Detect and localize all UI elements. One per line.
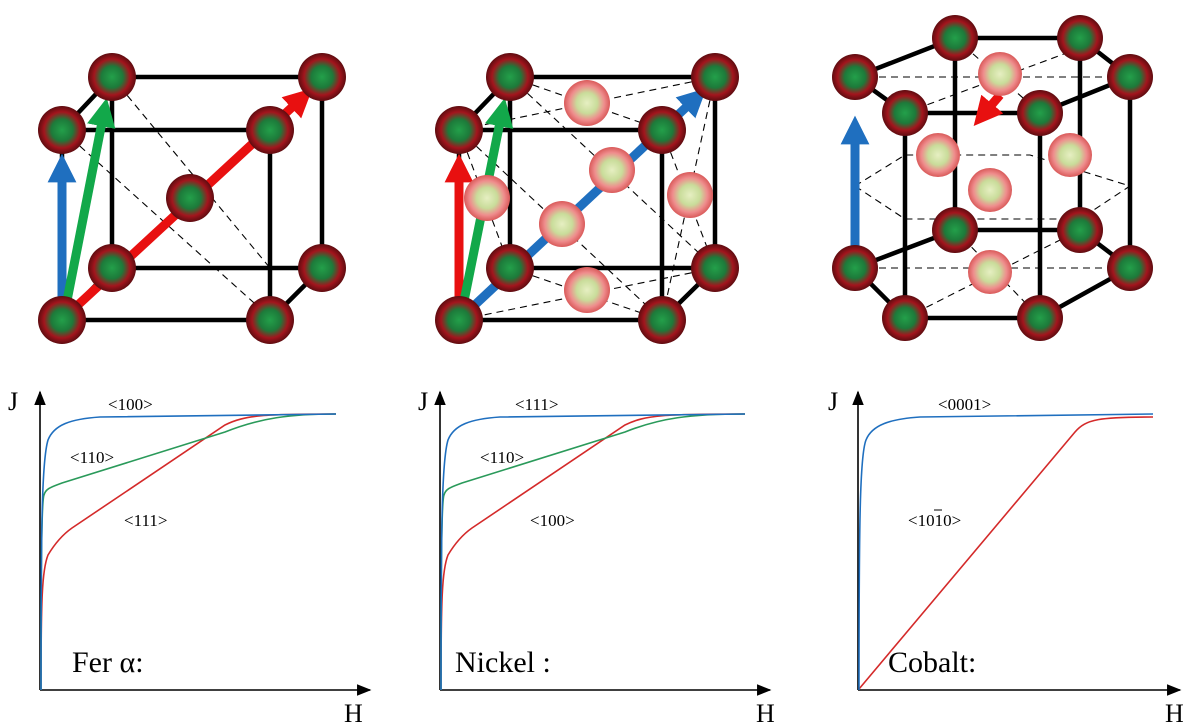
x-axis-label: H (756, 699, 775, 727)
atom (832, 245, 878, 291)
atom (298, 244, 346, 292)
atom (38, 296, 86, 344)
atom (298, 53, 346, 101)
atom-face-center (464, 175, 510, 221)
atom-interior (968, 250, 1012, 294)
curve-label-111: <111> (124, 511, 167, 530)
y-axis-label: J (828, 387, 838, 416)
atom (882, 90, 928, 136)
atom (832, 54, 878, 100)
red-arrow-1010 (973, 92, 1004, 126)
atom-interior (968, 168, 1012, 212)
atom (166, 174, 214, 222)
atom (638, 106, 686, 154)
atom (435, 296, 483, 344)
y-axis-label: J (8, 387, 18, 416)
curve-label-0001: <0001> (938, 395, 991, 414)
x-axis-label: H (1165, 699, 1184, 727)
panel-title: Fer α: (72, 646, 144, 679)
atom (1017, 295, 1063, 341)
atom-face-center (539, 201, 585, 247)
atom (88, 53, 136, 101)
atom (88, 244, 136, 292)
atom (1107, 245, 1153, 291)
curve-label-111: <111> (515, 395, 558, 414)
fcc-crystal (435, 53, 739, 344)
hcp-crystal (832, 15, 1153, 341)
plot-nickel: J H <111> <110> <100> Nickel : (418, 387, 775, 727)
panel-title: Cobalt: (888, 646, 976, 679)
curve-label-100: <100> (108, 395, 153, 414)
x-axis-label: H (344, 699, 363, 727)
y-axis-label: J (418, 387, 428, 416)
plot-fer-alpha: J H <100> <110> <111> Fer α: (8, 387, 372, 727)
curve-label-110: <110> (70, 448, 114, 467)
atom (1107, 54, 1153, 100)
atom-face-center (564, 80, 610, 126)
atom (38, 106, 86, 154)
atom (246, 106, 294, 154)
atom (932, 15, 978, 61)
atom (435, 106, 483, 154)
atom (932, 207, 978, 253)
curve-0001 (858, 413, 1154, 691)
curve-100 (40, 413, 337, 691)
atom (1057, 15, 1103, 61)
atom (486, 53, 534, 101)
bcc-crystal (38, 53, 346, 344)
atom (1057, 207, 1103, 253)
atom-interior (1048, 133, 1092, 177)
atom-face-center (667, 172, 713, 218)
atom (691, 53, 739, 101)
atom (246, 296, 294, 344)
plot-cobalt: J H <0001> <1010> Cobalt: (828, 387, 1184, 727)
atom (486, 244, 534, 292)
atom-interior (978, 52, 1022, 96)
atom-face-center (564, 267, 610, 313)
panel-title: Nickel : (455, 646, 551, 679)
atom (1017, 90, 1063, 136)
atom (638, 296, 686, 344)
curve-label-100: <100> (530, 511, 575, 530)
atom-interior (916, 133, 960, 177)
atom (691, 244, 739, 292)
curve-1010 (858, 416, 1154, 690)
curve-111 (440, 413, 746, 691)
curve-label-110: <110> (480, 448, 524, 467)
atom (882, 295, 928, 341)
atom-face-center (589, 147, 635, 193)
green-arrow-110 (59, 97, 116, 317)
curve-label-1010: <1010> (908, 511, 961, 530)
